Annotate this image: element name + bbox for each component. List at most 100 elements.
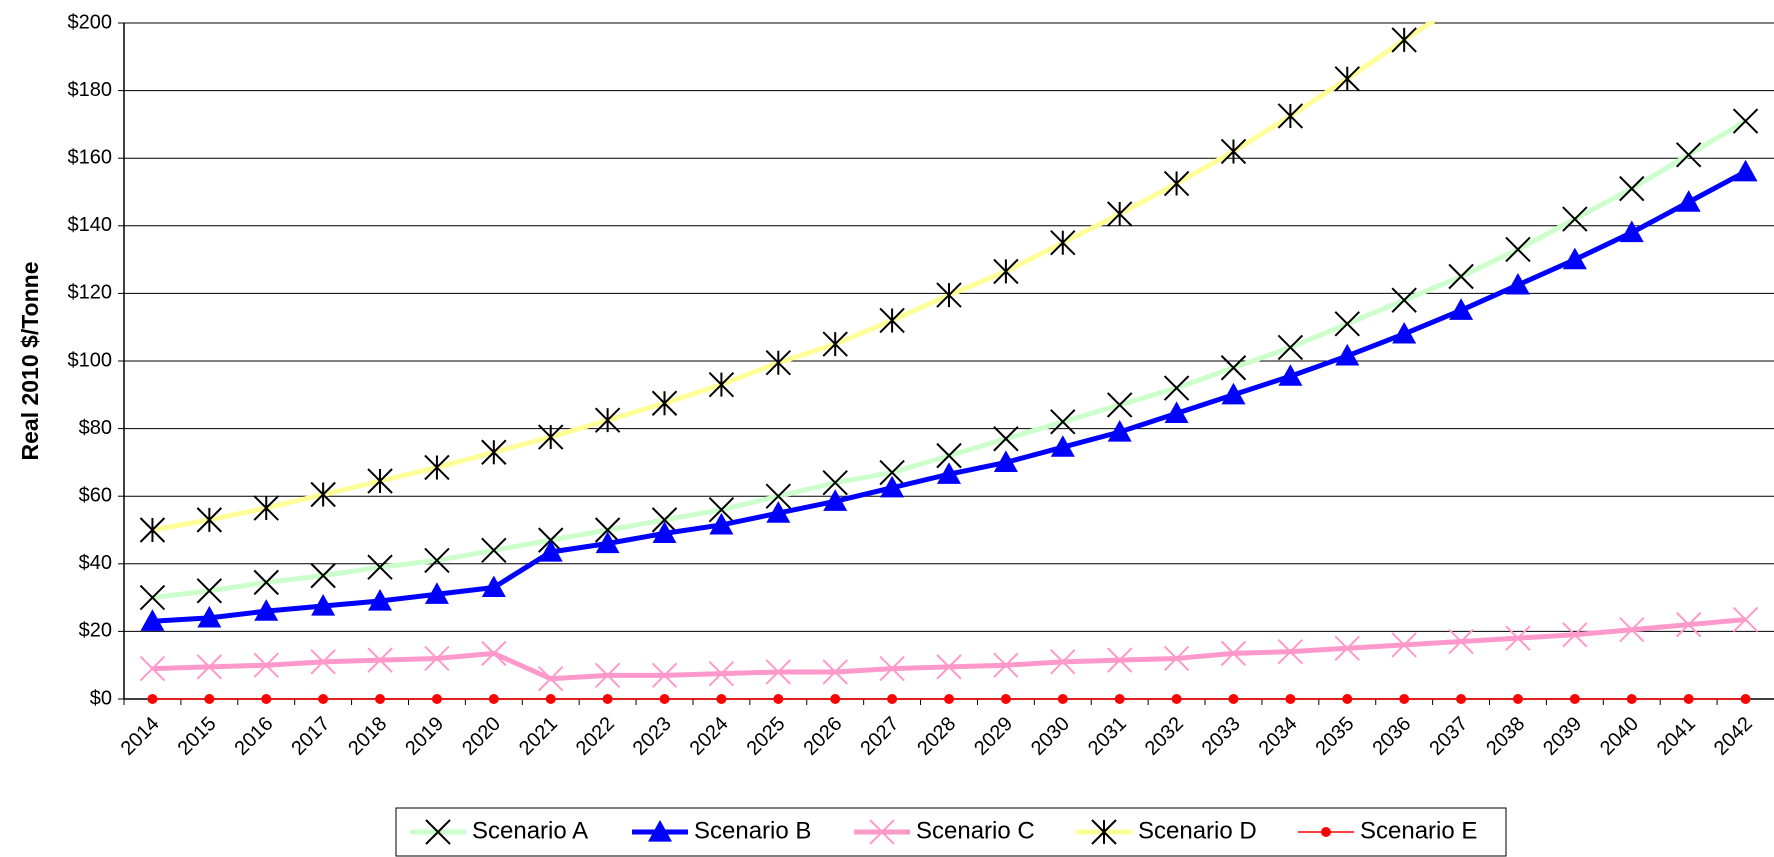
x-tick-label: 2032 xyxy=(1141,713,1188,760)
y-tick-label: $20 xyxy=(79,620,112,642)
data-point xyxy=(1221,382,1246,405)
data-point xyxy=(937,462,961,484)
data-point xyxy=(1619,175,1645,202)
data-point xyxy=(310,481,336,508)
legend-label: Scenario A xyxy=(472,817,588,844)
data-point xyxy=(651,507,678,533)
data-point xyxy=(1163,645,1190,672)
x-tick-label: 2028 xyxy=(913,713,960,760)
data-point xyxy=(1171,694,1182,704)
data-point xyxy=(254,599,279,621)
data-point xyxy=(367,647,393,673)
series-line xyxy=(152,118,1747,601)
data-point xyxy=(936,282,962,308)
x-tick-label: 2020 xyxy=(458,713,505,760)
data-point xyxy=(1278,364,1303,386)
data-point xyxy=(651,390,678,416)
data-point xyxy=(367,554,393,580)
y-axis-title: Real 2010 $/Tonne xyxy=(17,262,43,461)
x-tick-label: 2034 xyxy=(1255,713,1302,760)
legend-label: Scenario D xyxy=(1138,817,1257,844)
data-point xyxy=(766,501,791,523)
data-point xyxy=(880,475,905,498)
data-point xyxy=(595,531,620,554)
legend-marker xyxy=(869,819,895,845)
x-tick-label: 2037 xyxy=(1425,713,1472,760)
data-point xyxy=(1334,635,1360,662)
y-tick-label: $180 xyxy=(68,79,113,101)
data-point xyxy=(1107,419,1132,442)
data-point xyxy=(1675,142,1702,168)
data-point xyxy=(1163,170,1190,197)
data-point xyxy=(197,605,222,628)
data-point xyxy=(147,694,158,704)
data-point xyxy=(253,569,279,596)
data-point xyxy=(481,640,507,667)
data-point xyxy=(424,547,450,574)
data-point xyxy=(830,694,841,704)
data-point xyxy=(1285,694,1296,704)
data-point xyxy=(1512,694,1523,704)
data-point xyxy=(993,258,1019,285)
data-point xyxy=(139,584,166,611)
x-tick-label: 2041 xyxy=(1653,713,1700,760)
data-point xyxy=(1569,694,1580,704)
data-point xyxy=(1392,321,1417,344)
data-point xyxy=(1000,694,1011,704)
data-point xyxy=(1626,694,1637,704)
data-point xyxy=(424,645,450,672)
data-point xyxy=(1505,625,1531,651)
data-point xyxy=(1050,229,1076,256)
data-point xyxy=(424,582,449,604)
data-point xyxy=(936,654,962,680)
data-point xyxy=(1619,617,1645,643)
x-tick-label: 2036 xyxy=(1368,713,1415,760)
data-point xyxy=(1277,103,1304,129)
data-point xyxy=(822,659,848,685)
legend-marker xyxy=(648,820,672,842)
data-point xyxy=(196,654,223,680)
data-point xyxy=(318,694,329,704)
data-point xyxy=(261,694,272,704)
data-point xyxy=(1228,694,1239,704)
data-point xyxy=(879,655,905,682)
legend-label: Scenario E xyxy=(1360,817,1477,844)
data-point xyxy=(1449,0,1473,15)
data-point xyxy=(708,497,735,523)
data-point xyxy=(993,426,1019,452)
data-point xyxy=(823,489,848,511)
data-point xyxy=(1220,355,1247,381)
data-point xyxy=(375,694,386,704)
data-point xyxy=(652,521,677,543)
x-tick-label: 2014 xyxy=(117,713,164,760)
series-line xyxy=(152,21,1438,533)
y-tick-label: $200 xyxy=(68,11,113,33)
data-point xyxy=(1106,647,1133,673)
data-point xyxy=(1562,206,1588,232)
data-point xyxy=(196,578,223,604)
x-tick-label: 2015 xyxy=(174,713,221,760)
y-tick-label: $80 xyxy=(79,417,112,439)
data-point xyxy=(1619,220,1644,243)
data-point xyxy=(1732,108,1759,134)
x-tick-label: 2026 xyxy=(799,713,846,760)
data-point xyxy=(424,454,450,481)
x-tick-label: 2016 xyxy=(230,713,277,760)
y-tick-label: $140 xyxy=(68,214,113,236)
y-tick-label: $160 xyxy=(68,146,113,168)
data-point xyxy=(993,652,1019,678)
data-point xyxy=(1335,343,1360,366)
data-point xyxy=(481,575,506,598)
data-point xyxy=(602,694,613,704)
data-point xyxy=(1391,27,1417,53)
data-point xyxy=(765,483,792,509)
data-point xyxy=(1220,640,1247,667)
data-point xyxy=(311,594,336,616)
y-tick-label: $120 xyxy=(68,282,113,304)
data-point xyxy=(651,662,678,689)
data-point xyxy=(1505,236,1531,263)
legend-label: Scenario C xyxy=(916,817,1035,844)
data-point xyxy=(1163,375,1190,401)
data-point xyxy=(659,694,670,704)
data-point xyxy=(773,694,784,704)
